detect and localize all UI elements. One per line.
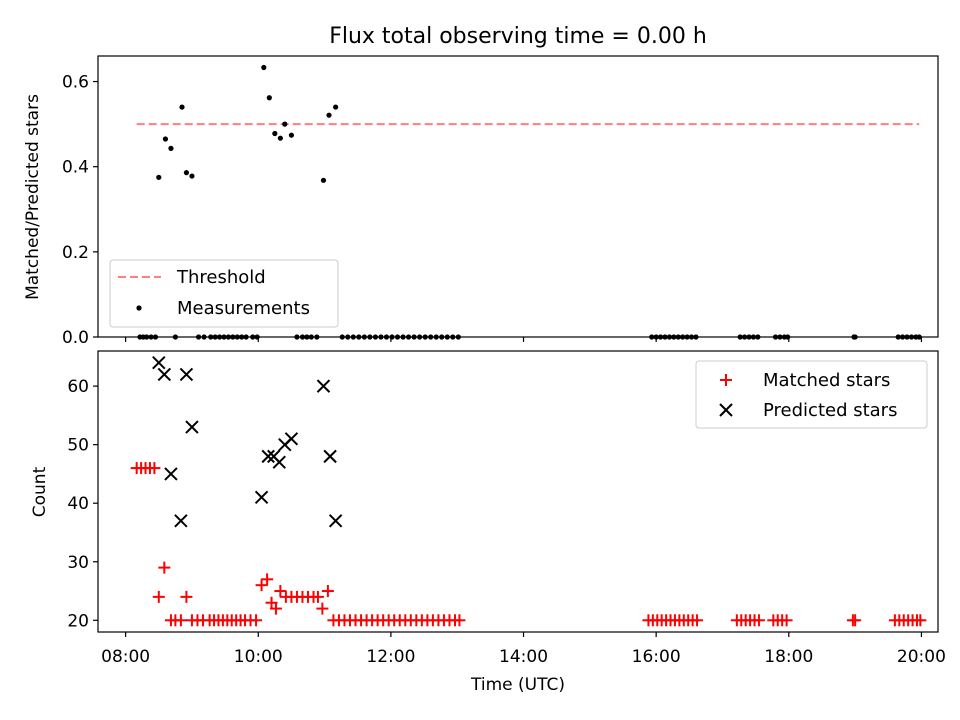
- count-x-tick-label: 20:00: [897, 647, 946, 667]
- matched-star-point: [269, 602, 282, 615]
- predicted-star-point: [152, 356, 166, 370]
- ratio-y-ticks: 0.0 0.2 0.4 0.6: [62, 73, 98, 348]
- ratio-y-tick-label: 0.4: [62, 158, 89, 178]
- count-x-ticks: 08:00 10:00 12:00 14:00 16:00 18:00 20:00: [101, 632, 946, 667]
- matched-star-point: [158, 561, 171, 574]
- legend-measurements-swatch: [136, 305, 142, 311]
- predicted-star-point: [316, 379, 331, 393]
- count-y-tick-label: 20: [67, 611, 89, 631]
- measurement-point: [272, 130, 278, 137]
- ratio-y-axis-label: Matched/Predicted stars: [23, 94, 43, 300]
- matched-star-point: [453, 614, 466, 627]
- predicted-star-point: [328, 514, 343, 528]
- predicted-star-point: [179, 367, 194, 382]
- legend-predicted-swatch: [719, 403, 733, 417]
- matched-star-point: [180, 590, 193, 603]
- measurement-point: [179, 104, 185, 110]
- matched-star-point: [274, 585, 287, 598]
- count-axes-frame: [97, 350, 939, 633]
- measurement-point: [189, 173, 195, 179]
- measurement-point: [156, 174, 162, 180]
- legend-measurements-label: Measurements: [177, 298, 310, 319]
- predicted-star-point: [174, 514, 188, 528]
- count-x-tick-label: 10:00: [234, 647, 283, 667]
- count-marks: [130, 356, 927, 627]
- matched-star-point: [152, 590, 165, 603]
- measurement-point: [326, 112, 332, 118]
- measurement-point: [266, 95, 272, 101]
- count-x-tick-label: 14:00: [499, 647, 548, 667]
- count-x-tick-label: 08:00: [101, 647, 150, 667]
- count-x-axis-label: Time (UTC): [470, 675, 565, 695]
- measurement-point: [168, 145, 174, 151]
- predicted-star-point: [261, 449, 275, 464]
- matched-star-point: [914, 614, 927, 627]
- predicted-star-point: [284, 432, 299, 446]
- ratio-y-tick-label: 0.6: [62, 73, 89, 93]
- predicted-star-point: [185, 420, 199, 434]
- measurement-point: [183, 170, 190, 176]
- matched-star-point: [148, 462, 161, 475]
- matched-star-point: [780, 614, 793, 627]
- matched-star-point: [321, 585, 334, 598]
- matched-star-point: [255, 579, 268, 592]
- count-x-tick-label: 18:00: [764, 647, 813, 667]
- count-legend: Matched stars Predicted stars: [695, 360, 928, 429]
- count-x-tick-label: 16:00: [632, 647, 681, 667]
- ratio-panel: 0.0 0.2 0.4 0.6 Matched/Predicted stars Thr…: [23, 55, 939, 348]
- count-y-ticks: 20 30 40 50 60: [67, 377, 98, 631]
- count-legend-box: [695, 360, 928, 429]
- matched-star-point: [849, 614, 862, 627]
- count-y-axis-label: Count: [30, 466, 50, 517]
- predicted-star-point: [272, 455, 286, 469]
- measurement-point: [261, 64, 267, 71]
- matched-star-point: [174, 614, 187, 627]
- ratio-legend: Threshold Measurements: [109, 259, 339, 328]
- count-panel: 20 30 40 50 60 08:00 10:00 12:00 14:00 16:00 18:0…: [30, 350, 946, 695]
- ratio-y-tick-label: 0.0: [62, 328, 89, 348]
- ratio-y-tick-label: 0.2: [62, 243, 89, 263]
- predicted-star-point: [254, 490, 269, 505]
- matched-star-point: [316, 602, 329, 615]
- measurement-point: [162, 136, 169, 142]
- measurement-point: [333, 104, 339, 110]
- matched-star-point: [691, 614, 704, 627]
- measurement-point: [277, 135, 283, 141]
- ratio-x-ticks: [125, 337, 923, 342]
- ratio-legend-box: [109, 259, 339, 328]
- chart-title: Flux total observing time = 0.00 h: [329, 24, 707, 49]
- matched-star-point: [261, 573, 274, 586]
- matched-star-point: [250, 614, 263, 627]
- measurement-point: [320, 177, 327, 183]
- legend-matched-swatch: [720, 374, 732, 386]
- measurement-point: [288, 132, 295, 138]
- count-y-tick-label: 50: [67, 436, 89, 456]
- predicted-star-point: [157, 367, 172, 382]
- predicted-star-point: [323, 449, 337, 464]
- count-x-tick-label: 12:00: [366, 647, 415, 667]
- matched-star-point: [311, 590, 324, 603]
- count-y-tick-label: 60: [67, 377, 89, 397]
- legend-threshold-label: Threshold: [176, 267, 266, 288]
- measurement-point: [282, 121, 288, 127]
- ratio-axes-frame: [97, 55, 939, 338]
- legend-predicted-label: Predicted stars: [763, 400, 897, 421]
- count-y-tick-label: 40: [67, 494, 89, 514]
- matched-star-point: [752, 614, 765, 627]
- count-y-tick-label: 30: [67, 553, 89, 573]
- legend-matched-label: Matched stars: [763, 370, 890, 391]
- predicted-star-point: [164, 467, 178, 481]
